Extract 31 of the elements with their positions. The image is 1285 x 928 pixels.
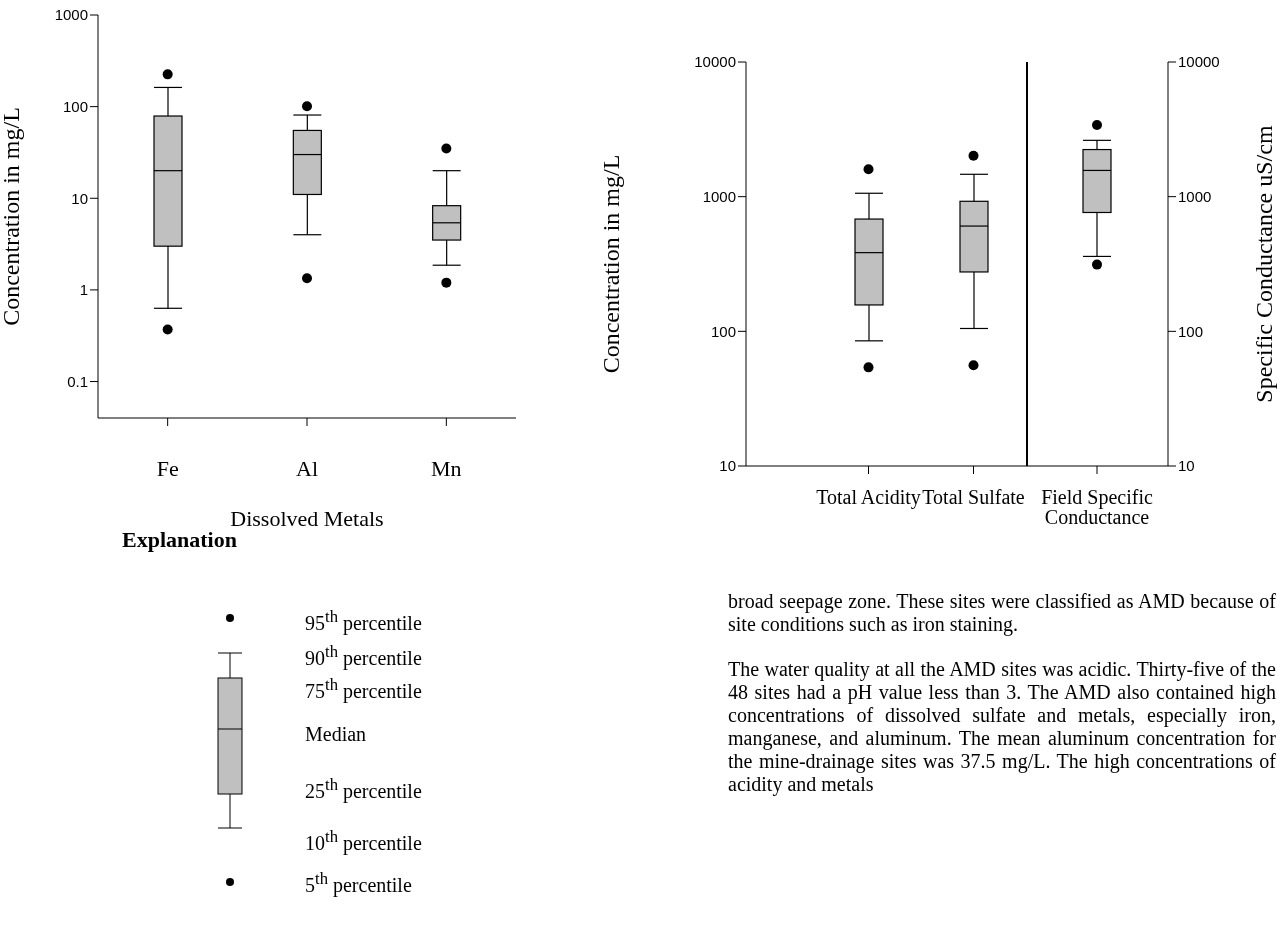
y2-tick-label: 10000 (1178, 53, 1220, 71)
y2-axis-title: Specific Conductance uS/cm (1250, 125, 1277, 403)
y2-tick-label: 1000 (1178, 187, 1212, 205)
text: The water quality at all the AMD sites was acidic. Thirty-five of the 48 sites had a pH value less than 3. The AMD also contained high concentrations of dissolved sulfate and metals, especially iron, manganese, and aluminum. The mean aluminum concentration for the mine-drainage sites was 37.5 mg/L. The high concentrations of acidity and metals (728, 658, 1276, 796)
y-tick-label: 100 (710, 322, 736, 340)
x-tick-label: Fe (156, 455, 179, 481)
text: broad seepage zone. These sites were classified as AMD because of site conditions such as iron staining. (728, 590, 1276, 636)
x-tick-label: Total Sulfate (922, 486, 1025, 509)
text: 5$^{th}$ percentile (305, 869, 412, 897)
y-tick-label: 0.1 (67, 372, 88, 390)
text: Median (305, 723, 367, 746)
text: 90$^{th}$ percentile (305, 642, 422, 670)
y-tick-label: 1000 (702, 187, 736, 205)
text: 95$^{th}$ percentile (305, 607, 422, 635)
y-axis-title: Concentration in mg/L (597, 154, 624, 374)
x-tick-label: Total Acidity (816, 486, 921, 510)
y2-tick-label: 10 (1178, 457, 1195, 475)
y2-tick-label: 100 (1178, 322, 1204, 340)
y-tick-label: 10 (719, 457, 736, 475)
y-tick-label: 1000 (54, 6, 88, 24)
x-tick-label: Mn (431, 455, 462, 481)
x-tick-label: Al (296, 455, 318, 481)
y-tick-label: 1 (79, 281, 88, 299)
text: 10$^{th}$ percentile (305, 827, 422, 855)
y-tick-label: 10 (71, 189, 88, 207)
text: 25$^{th}$ percentile (305, 775, 422, 803)
y-axis-title: Concentration in mg/L (0, 107, 24, 326)
y-tick-label: 100 (62, 97, 88, 115)
x-tick-label: Field Specific Conductance (1041, 486, 1153, 529)
text: 75$^{th}$ percentile (305, 675, 422, 703)
y-tick-label: 10000 (694, 53, 736, 71)
